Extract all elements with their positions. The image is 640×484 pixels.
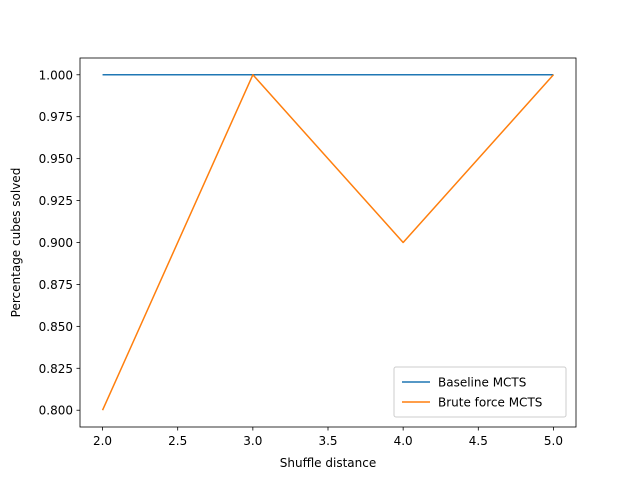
legend: Baseline MCTS Brute force MCTS: [393, 366, 567, 418]
y-axis-ticks: 0.800 0.825 0.850 0.875 0.900 0.925 0.950 0.975…: [39, 68, 80, 418]
x-tick-label: 2.5: [168, 434, 187, 448]
y-tick-label: 0.925: [39, 194, 73, 208]
legend-box: [393, 366, 567, 418]
x-axis-ticks: 2.0 2.5 3.0 3.5 4.0 4.5 5.0: [93, 427, 563, 448]
y-tick-label: 1.000: [39, 68, 73, 82]
y-tick-label: 0.900: [39, 236, 73, 250]
x-tick-label: 3.0: [243, 434, 262, 448]
x-tick-label: 5.0: [544, 434, 563, 448]
x-tick-label: 2.0: [93, 434, 112, 448]
x-tick-label: 4.0: [394, 434, 413, 448]
x-axis-label: Shuffle distance: [280, 456, 376, 470]
x-tick-label: 4.5: [469, 434, 488, 448]
x-tick-label: 3.5: [318, 434, 337, 448]
y-tick-label: 0.950: [39, 152, 73, 166]
y-axis-label: Percentage cubes solved: [9, 168, 23, 318]
series-line-brute-force-mcts: [101, 74, 555, 411]
y-tick-label: 0.850: [39, 320, 73, 334]
y-tick-label: 0.800: [39, 404, 73, 418]
plot-area: [80, 58, 576, 427]
y-tick-label: 0.825: [39, 362, 73, 376]
series-layer: [101, 74, 555, 411]
legend-label: Brute force MCTS: [438, 396, 542, 410]
y-tick-label: 0.975: [39, 110, 73, 124]
legend-label: Baseline MCTS: [438, 376, 526, 390]
y-tick-label: 0.875: [39, 278, 73, 292]
